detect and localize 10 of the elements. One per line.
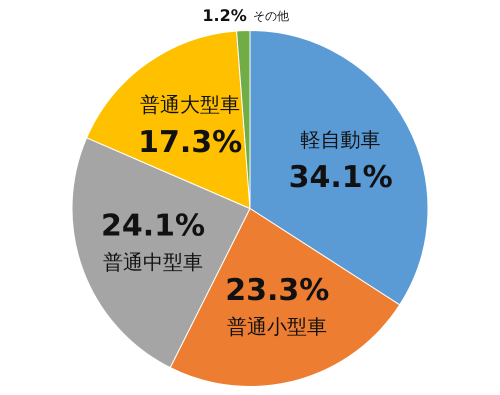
slice-label: 普通小型車	[227, 314, 328, 338]
slice-label: 普通中型車	[102, 250, 203, 274]
slice-label: 軽自動車	[300, 127, 381, 152]
data-label: 23.3%	[225, 272, 330, 308]
slice-label: 普通大型車	[140, 92, 240, 117]
data-label: 1.2%	[202, 6, 247, 25]
data-label: 17.3%	[138, 125, 242, 160]
data-label: 24.1%	[100, 208, 206, 244]
data-label: 34.1%	[288, 160, 393, 195]
slice-label: その他	[252, 8, 289, 23]
